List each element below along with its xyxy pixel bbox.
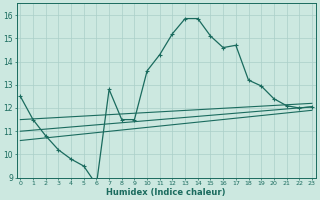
X-axis label: Humidex (Indice chaleur): Humidex (Indice chaleur) bbox=[106, 188, 226, 197]
